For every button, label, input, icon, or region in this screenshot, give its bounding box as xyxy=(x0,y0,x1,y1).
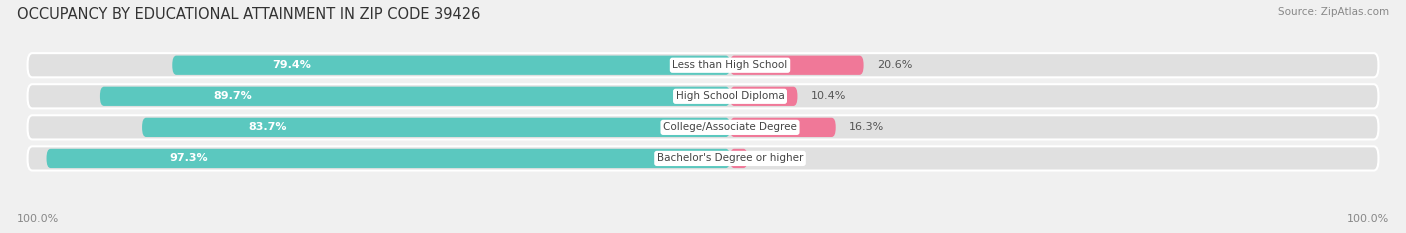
Text: Source: ZipAtlas.com: Source: ZipAtlas.com xyxy=(1278,7,1389,17)
Text: College/Associate Degree: College/Associate Degree xyxy=(664,122,797,132)
Text: 97.3%: 97.3% xyxy=(170,154,208,163)
Legend: Owner-occupied, Renter-occupied: Owner-occupied, Renter-occupied xyxy=(583,230,823,233)
Text: 83.7%: 83.7% xyxy=(247,122,287,132)
Text: High School Diploma: High School Diploma xyxy=(676,91,785,101)
Text: 16.3%: 16.3% xyxy=(849,122,884,132)
Text: 79.4%: 79.4% xyxy=(273,60,312,70)
Text: 100.0%: 100.0% xyxy=(1347,214,1389,224)
FancyBboxPatch shape xyxy=(142,118,730,137)
FancyBboxPatch shape xyxy=(730,56,863,75)
Text: 2.7%: 2.7% xyxy=(761,154,790,163)
Text: 100.0%: 100.0% xyxy=(17,214,59,224)
FancyBboxPatch shape xyxy=(100,87,730,106)
Text: OCCUPANCY BY EDUCATIONAL ATTAINMENT IN ZIP CODE 39426: OCCUPANCY BY EDUCATIONAL ATTAINMENT IN Z… xyxy=(17,7,481,22)
FancyBboxPatch shape xyxy=(730,87,797,106)
FancyBboxPatch shape xyxy=(173,56,730,75)
Text: Less than High School: Less than High School xyxy=(672,60,787,70)
FancyBboxPatch shape xyxy=(730,149,748,168)
FancyBboxPatch shape xyxy=(28,53,1378,77)
Text: 10.4%: 10.4% xyxy=(811,91,846,101)
Text: Bachelor's Degree or higher: Bachelor's Degree or higher xyxy=(657,154,803,163)
Text: 20.6%: 20.6% xyxy=(877,60,912,70)
FancyBboxPatch shape xyxy=(28,115,1378,140)
FancyBboxPatch shape xyxy=(28,146,1378,171)
FancyBboxPatch shape xyxy=(46,149,730,168)
FancyBboxPatch shape xyxy=(730,118,835,137)
Text: 89.7%: 89.7% xyxy=(214,91,252,101)
FancyBboxPatch shape xyxy=(28,84,1378,108)
